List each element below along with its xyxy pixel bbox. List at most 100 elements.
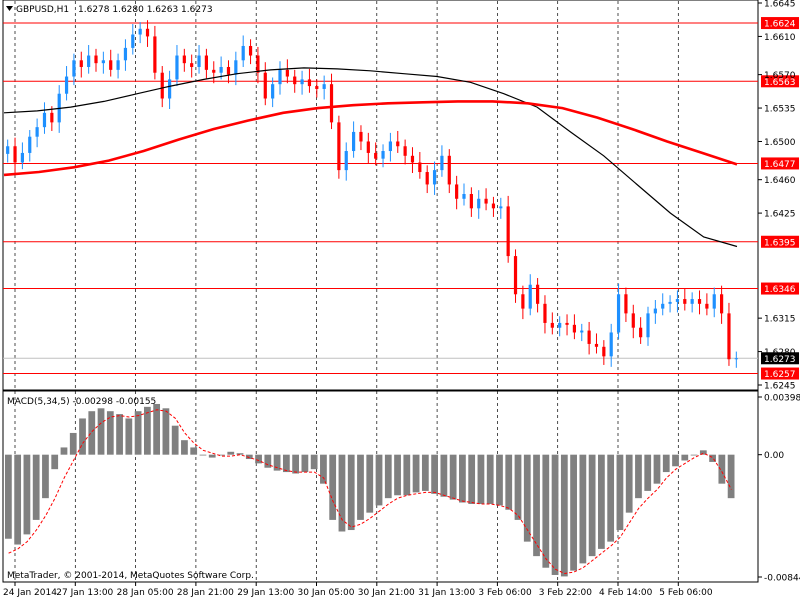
candle-body	[639, 327, 643, 338]
candle-body	[661, 303, 665, 309]
macd-bar	[347, 454, 355, 531]
macd-bar	[486, 454, 494, 504]
candle-body	[491, 203, 496, 209]
ma-slow-line	[3, 100, 738, 177]
price-axis[interactable]: 1.6624 1.6563 1.6477 1.6395 1.6346 1.6257 1.62…	[758, 0, 800, 584]
candle-body	[352, 131, 356, 152]
y-tick-label: 1.6645	[764, 0, 796, 10]
candle-body	[484, 198, 488, 204]
macd-bar	[162, 408, 170, 455]
candle-body	[219, 66, 223, 73]
macd-bar	[560, 454, 568, 577]
candle-body	[396, 141, 400, 147]
level-tag-label: 1.6395	[764, 238, 796, 248]
macd-bar	[588, 454, 596, 557]
macd-bar	[394, 454, 401, 496]
x-tick-label: 30 Jan 05:00	[298, 588, 355, 598]
candle-body	[315, 86, 319, 89]
macd-bar	[69, 432, 77, 455]
candle-body	[175, 55, 179, 80]
y-tick-label: 1.6570	[764, 71, 796, 81]
chart-header: GBPUSD,H1	[16, 5, 69, 15]
ma-fast-line	[3, 67, 738, 248]
macd-bar	[496, 454, 503, 506]
macd-bar	[533, 454, 540, 557]
candle-body	[587, 330, 591, 344]
macd-bar	[255, 454, 262, 464]
macd-bar	[320, 454, 327, 484]
candle-body	[521, 294, 525, 309]
y-tick-label: 1.6460	[764, 176, 796, 186]
candle-body	[160, 72, 164, 99]
macd-bar	[662, 454, 670, 473]
level-tag-label: 1.6624	[764, 20, 796, 30]
macd-bar	[181, 440, 188, 455]
macd-bar	[440, 454, 448, 497]
candle-body	[447, 155, 451, 185]
ohlc-header: 1.6278 1.6280 1.6263 1.6273	[78, 5, 213, 15]
macd-bar	[468, 454, 476, 504]
macd-bar	[51, 454, 59, 470]
macd-bar	[292, 454, 300, 474]
macd-bar	[523, 454, 531, 542]
candle-body	[499, 206, 503, 209]
candle-body	[182, 55, 186, 64]
macd-panel[interactable]	[2, 390, 759, 583]
macd-bar	[625, 454, 633, 513]
y-tick-label: 1.6425	[764, 210, 796, 220]
macd-bar	[143, 406, 151, 455]
candle-body	[278, 69, 282, 85]
x-tick-label: 24 Jan 2014	[3, 588, 57, 598]
x-tick-label: 28 Jan 05:00	[117, 588, 174, 598]
candle-body	[94, 55, 98, 64]
macd-bar	[542, 454, 550, 568]
candle-body	[72, 60, 76, 77]
copyright-text: MetaTrader, © 2001-2014, MetaQuotes Soft…	[7, 571, 254, 581]
candle-body	[513, 256, 518, 295]
candle-body	[580, 330, 584, 333]
x-tick-label: 27 Jan 13:00	[56, 588, 113, 598]
macd-bar	[273, 454, 281, 471]
macd-bar	[282, 454, 290, 473]
macd-bar	[208, 454, 216, 458]
macd-bar	[727, 454, 735, 499]
candle-body	[690, 299, 694, 304]
macd-bar	[449, 454, 457, 500]
x-tick-label: 4 Feb 14:00	[599, 588, 653, 598]
macd-tick-label: 0.00	[764, 451, 784, 461]
level-tag	[761, 235, 799, 248]
macd-bar	[227, 451, 235, 455]
candle-body	[42, 112, 47, 128]
level-tag	[761, 17, 799, 30]
macd-bar	[616, 454, 624, 531]
macd-bar	[709, 454, 716, 462]
candle-body	[624, 294, 628, 314]
candle-body	[226, 66, 231, 75]
candle-body	[381, 151, 385, 159]
candle-body	[609, 332, 613, 357]
macd-bar	[570, 454, 577, 571]
macd-bar	[218, 454, 225, 456]
macd-bar	[60, 447, 68, 455]
macd-bar	[598, 454, 605, 549]
candle-body	[432, 170, 437, 185]
current-price-tag	[761, 352, 799, 365]
macd-bar	[125, 418, 133, 455]
vertical-grid	[14, 1, 679, 582]
candle-body	[477, 198, 481, 209]
candle-body	[631, 313, 635, 328]
x-tick-label: 30 Jan 21:00	[358, 588, 415, 598]
candle-body	[263, 72, 267, 99]
time-axis[interactable]: 24 Jan 2014 27 Jan 13:00 28 Jan 05:00 28 Ja…	[3, 582, 713, 598]
x-tick-label: 28 Jan 21:00	[177, 588, 234, 598]
candle-body	[131, 34, 135, 48]
price-panel[interactable]	[2, 0, 759, 391]
candle-body	[425, 172, 429, 185]
macd-bar	[699, 450, 707, 455]
triangle-down-icon[interactable]	[6, 6, 13, 11]
candle-body	[536, 284, 540, 304]
candle-body	[550, 322, 554, 328]
macd-bar	[366, 454, 374, 513]
x-tick-label: 3 Feb 22:00	[539, 588, 593, 598]
